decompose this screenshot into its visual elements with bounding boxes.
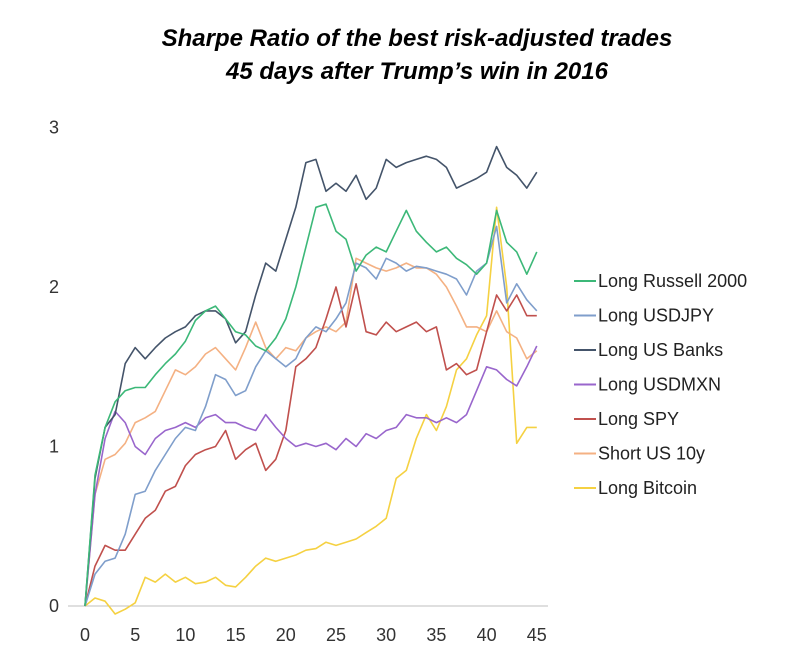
x-tick-label: 15 [226,625,246,645]
legend-label-long-spy: Long SPY [598,409,679,429]
legend-label-long-us-banks: Long US Banks [598,340,723,360]
series-line-long-russell-2000 [84,203,538,607]
series-line-long-spy [84,282,537,607]
series-line-long-usdmxn [84,345,538,607]
x-tick-label: 10 [175,625,195,645]
x-tick-label: 30 [376,625,396,645]
y-tick-label: 3 [49,118,59,138]
x-tick-label: 40 [477,625,497,645]
chart-title: Sharpe Ratio of the best risk-adjusted t… [161,25,673,52]
y-tick-label: 1 [49,437,59,457]
y-tick-label: 0 [49,596,59,616]
legend-label-long-usdmxn: Long USDMXN [598,375,721,395]
series-line-long-bitcoin [84,206,537,615]
series-layer [84,145,538,615]
legend-label-long-russell-2000: Long Russell 2000 [598,271,747,291]
x-tick-label: 25 [326,625,346,645]
y-tick-label: 2 [49,277,59,297]
series-line-short-us-10y [84,257,538,607]
x-tick-label: 20 [276,625,296,645]
legend-label-short-us-10y: Short US 10y [598,444,705,464]
chart-legend: Long Russell 2000 Long USDJPY Long US Bank… [574,271,747,498]
legend-label-long-usdjpy: Long USDJPY [598,306,714,326]
chart-subtitle: 45 days after Trump’s win in 2016 [226,58,608,85]
x-tick-label: 35 [426,625,446,645]
x-tick-label: 45 [527,625,547,645]
x-tick-label: 0 [80,625,90,645]
legend-label-long-bitcoin: Long Bitcoin [598,478,697,498]
x-tick-label: 5 [130,625,140,645]
series-line-long-us-banks [84,145,538,607]
series-line-long-usdjpy [84,225,538,607]
chart-title-block: Sharpe Ratio of the best risk-adjusted t… [0,22,790,88]
